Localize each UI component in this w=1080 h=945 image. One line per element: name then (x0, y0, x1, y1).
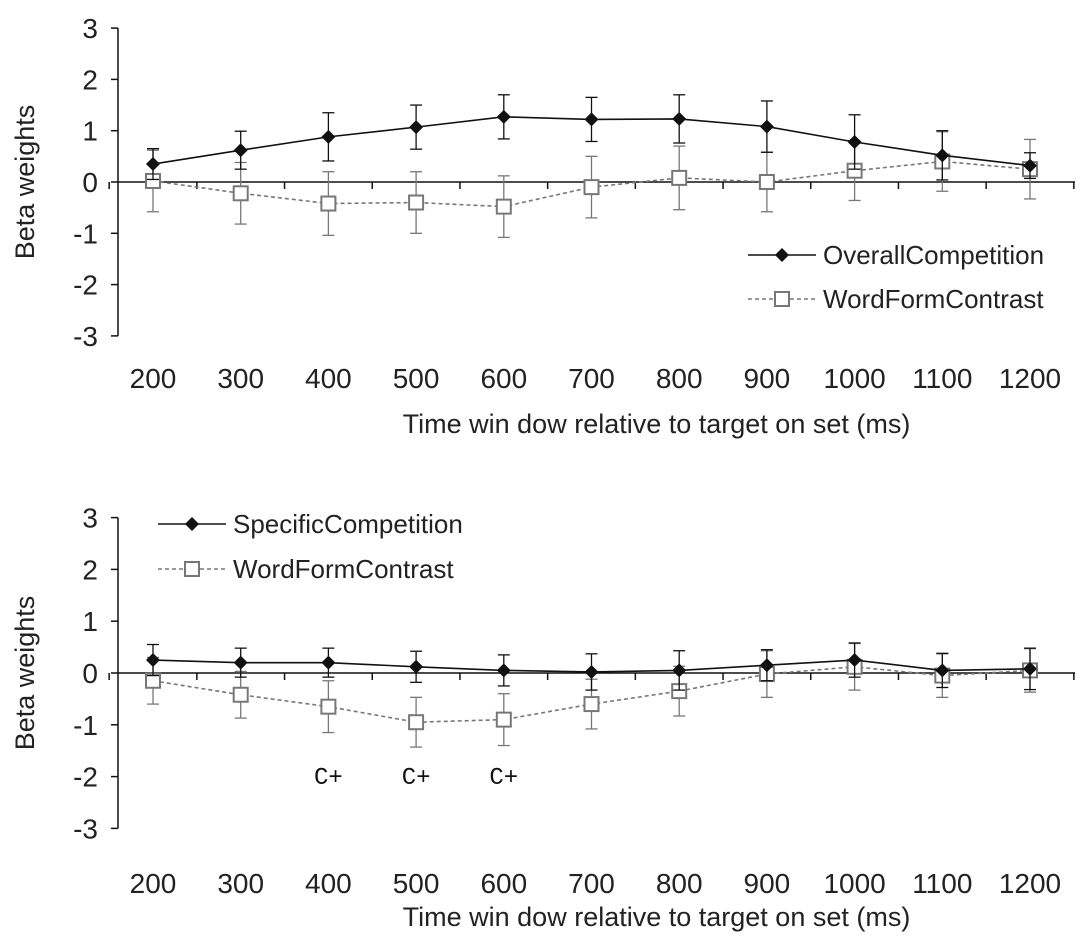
y-tick-label: -1 (73, 710, 98, 741)
data-point-square (495, 711, 512, 728)
x-tick-label: 1200 (999, 363, 1061, 394)
data-point-diamond (935, 663, 950, 678)
x-tick-label: 400 (305, 868, 352, 899)
data-point-diamond (759, 658, 774, 673)
x-tick-label: 300 (217, 363, 264, 394)
x-tick-label: 600 (480, 363, 527, 394)
data-point-square (408, 714, 425, 731)
data-point-square (408, 194, 425, 211)
legend: SpecificCompetition WordFormContrast (158, 509, 463, 584)
y-axis-title: Beta weights (10, 596, 40, 751)
data-point-diamond (1023, 661, 1037, 676)
data-point-diamond (233, 655, 248, 670)
data-point-square (232, 185, 249, 202)
y-tick-label: -3 (73, 321, 98, 352)
y-tick-label: -1 (73, 218, 98, 249)
y-tick-label: 3 (82, 503, 98, 534)
y-tick-label: -2 (73, 270, 98, 301)
y-tick-label: 0 (82, 167, 98, 198)
data-point-square (320, 195, 337, 212)
y-tick-label: 3 (82, 13, 98, 44)
y-axis-title: Beta weights (10, 105, 40, 260)
legend-label: WordFormContrast (823, 284, 1044, 314)
data-point-diamond (759, 119, 774, 134)
data-point-diamond (146, 653, 160, 668)
x-tick-label: 1100 (912, 363, 972, 394)
legend-marker-diamond (185, 517, 199, 531)
x-tick-label: 900 (744, 868, 791, 899)
chart-bottom: 3 2 1 0 -1 -2 -3 200 300 400 500 600 700 800 900 1000 11… (10, 503, 1075, 932)
annotation-label: C+ (489, 765, 518, 792)
data-point-square (758, 174, 775, 190)
data-point-diamond (496, 109, 511, 124)
x-tick-label: 200 (130, 868, 177, 899)
legend-label: SpecificCompetition (233, 509, 463, 539)
series-wordformcontrast (145, 642, 1038, 748)
data-point-diamond (1023, 158, 1037, 173)
x-tick-label: 1200 (999, 868, 1061, 899)
data-point-diamond (233, 143, 248, 158)
series-wordformcontrast (145, 131, 1038, 239)
data-point-diamond (409, 659, 424, 674)
y-tick-label: 0 (82, 658, 98, 689)
legend-marker-diamond (775, 248, 789, 262)
data-point-diamond (935, 148, 950, 163)
x-tick-label: 700 (568, 363, 615, 394)
data-point-diamond (672, 663, 687, 678)
data-point-diamond (847, 134, 862, 149)
x-tick-label: 900 (744, 363, 791, 394)
data-point-square (232, 686, 249, 703)
annotation-label: C+ (314, 765, 343, 792)
data-point-square (583, 179, 600, 196)
y-tick-label: 1 (82, 606, 98, 637)
chart-top: 3 2 1 0 -1 -2 -3 200 300 400 500 600 700 800 900 1000 11… (10, 13, 1075, 439)
x-tick-label: 1000 (823, 868, 885, 899)
data-point-diamond (847, 653, 862, 668)
data-point-diamond (496, 663, 511, 678)
y-tick-label: 2 (82, 554, 98, 585)
data-point-diamond (584, 664, 599, 679)
legend-label: OverallCompetition (823, 240, 1044, 270)
y-tick-label: 2 (82, 64, 98, 95)
data-point-diamond (146, 157, 160, 172)
x-tick-label: 200 (130, 363, 177, 394)
data-point-diamond (584, 112, 599, 127)
data-point-square (583, 696, 600, 713)
data-point-square (320, 698, 337, 715)
x-tick-label: 300 (217, 868, 264, 899)
data-point-diamond (672, 111, 687, 126)
x-tick-label: 400 (305, 363, 352, 394)
data-point-square (495, 198, 512, 215)
x-tick-label: 500 (393, 363, 440, 394)
y-tick-label: -2 (73, 762, 98, 793)
x-tick-label: 800 (656, 868, 703, 899)
data-point-diamond (321, 655, 336, 670)
x-tick-label: 1000 (823, 363, 885, 394)
series-overallcompetition (146, 94, 1037, 181)
data-point-diamond (321, 129, 336, 144)
legend-marker-square (184, 561, 200, 577)
series-specificcompetition (146, 642, 1037, 691)
y-tick-label: 1 (82, 116, 98, 147)
legend-marker-square (774, 291, 790, 307)
x-axis-title: Time win dow relative to target on set (… (403, 409, 911, 439)
y-tick-label: -3 (73, 813, 98, 844)
annotation-label: C+ (402, 765, 431, 792)
x-tick-label: 500 (393, 868, 440, 899)
x-axis-title: Time win dow relative to target on set (… (403, 902, 911, 932)
x-tick-label: 1100 (912, 868, 972, 899)
legend-label: WordFormContrast (233, 554, 454, 584)
x-tick-label: 800 (656, 363, 703, 394)
x-tick-label: 700 (568, 868, 615, 899)
data-point-diamond (409, 120, 424, 135)
data-point-square (671, 169, 688, 186)
legend: OverallCompetition WordFormContrast (748, 240, 1044, 314)
x-tick-label: 600 (480, 868, 527, 899)
